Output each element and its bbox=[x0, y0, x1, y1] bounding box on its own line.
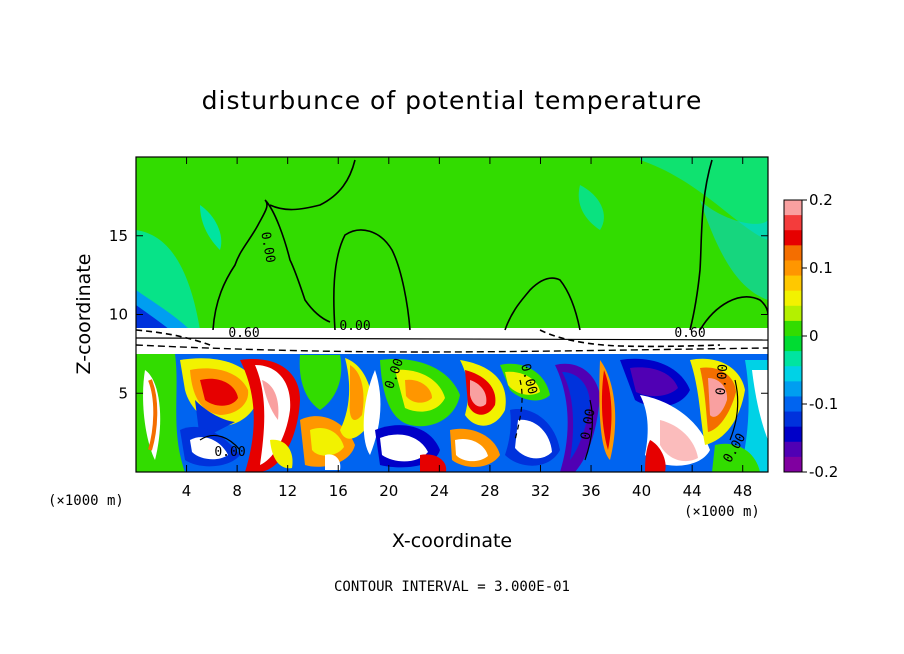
x-axis: 4 8 12 16 20 24 28 32 36 40 44 48 bbox=[182, 157, 752, 500]
contour-interval-note: CONTOUR INTERVAL = 3.000E-01 bbox=[334, 579, 570, 595]
contour-labels: 0.60 0.000.000.00 0.000.000.000.600.000.00 bbox=[214, 231, 749, 466]
x-tick-label: 16 bbox=[329, 482, 348, 500]
x-tick-label: 32 bbox=[531, 482, 550, 500]
y-tick-label: 15 bbox=[109, 227, 128, 245]
y-axis: 5 10 15 bbox=[109, 227, 768, 402]
turbulent-structures bbox=[136, 354, 768, 472]
colorbar-swatch bbox=[784, 411, 802, 428]
colorbar-swatch bbox=[784, 275, 802, 292]
contour-label: 0.00 bbox=[214, 445, 245, 460]
colorbar-swatch bbox=[784, 366, 802, 382]
field-layer bbox=[136, 157, 768, 472]
x-tick-label: 20 bbox=[379, 482, 398, 500]
colorbar-swatch bbox=[784, 305, 802, 322]
x-tick-label: 24 bbox=[430, 482, 449, 500]
upper-aqua-spot-2 bbox=[578, 185, 604, 230]
colorbar-swatch bbox=[784, 320, 802, 337]
x-tick-label: 12 bbox=[278, 482, 297, 500]
x-tick-label: 36 bbox=[581, 482, 600, 500]
x-unit-label: (×1000 m) bbox=[684, 504, 760, 520]
colorbar-tick-label: -0.1 bbox=[809, 395, 838, 413]
x-tick-label: 4 bbox=[182, 482, 192, 500]
colorbar-swatch bbox=[784, 245, 802, 261]
x-tick-label: 8 bbox=[232, 482, 242, 500]
colorbar-swatch bbox=[784, 215, 802, 231]
colorbar-tick-label: -0.2 bbox=[809, 463, 838, 481]
y-axis-title: Z-coordinate bbox=[73, 254, 95, 375]
upper-aqua-patch-right bbox=[640, 157, 768, 240]
colorbar-swatch bbox=[784, 396, 802, 413]
contour-lines bbox=[136, 159, 768, 461]
x-axis-title: X-coordinate bbox=[392, 530, 512, 552]
x-tick-label: 44 bbox=[683, 482, 702, 500]
colorbar: 0.2 0.1 0 -0.1 -0.2 bbox=[783, 191, 838, 481]
y-tick-label: 10 bbox=[109, 306, 128, 324]
x-tick-label: 28 bbox=[480, 482, 499, 500]
contour-label: 0.60 bbox=[674, 326, 705, 341]
colorbar-swatch bbox=[784, 351, 802, 367]
upper-cyan-patch-right bbox=[700, 200, 768, 300]
z-unit-label: (×1000 m) bbox=[48, 493, 124, 509]
chart-title: disturbunce of potential temperature bbox=[201, 86, 703, 115]
colorbar-swatch bbox=[784, 200, 802, 216]
contour-label: 0.00 bbox=[339, 319, 370, 334]
contour-label: 0.00 bbox=[578, 408, 598, 441]
upper-darkblue-patch bbox=[136, 305, 170, 330]
x-tick-label: 48 bbox=[733, 482, 752, 500]
colorbar-tick-label: 0.2 bbox=[809, 191, 833, 209]
colorbar-tick-label: 0 bbox=[809, 327, 819, 345]
colorbar-swatch bbox=[784, 336, 802, 352]
colorbar-swatch bbox=[784, 290, 802, 307]
x-tick-label: 40 bbox=[632, 482, 651, 500]
contour-label: 0.00 bbox=[257, 231, 277, 264]
colorbar-swatch bbox=[784, 230, 802, 246]
colorbar-tick-label: 0.1 bbox=[809, 259, 833, 277]
upper-aqua-spot bbox=[200, 205, 222, 250]
colorbar-swatch bbox=[784, 381, 802, 397]
contour-label: 0.00 bbox=[714, 363, 732, 396]
upper-green-field bbox=[136, 157, 768, 337]
colorbar-swatch bbox=[784, 260, 802, 277]
y-tick-label: 5 bbox=[118, 384, 128, 402]
contour-label: 0.60 bbox=[228, 326, 259, 341]
colorbar-swatch bbox=[784, 441, 802, 458]
colorbar-swatch bbox=[784, 456, 802, 473]
colorbar-swatch bbox=[784, 426, 802, 443]
